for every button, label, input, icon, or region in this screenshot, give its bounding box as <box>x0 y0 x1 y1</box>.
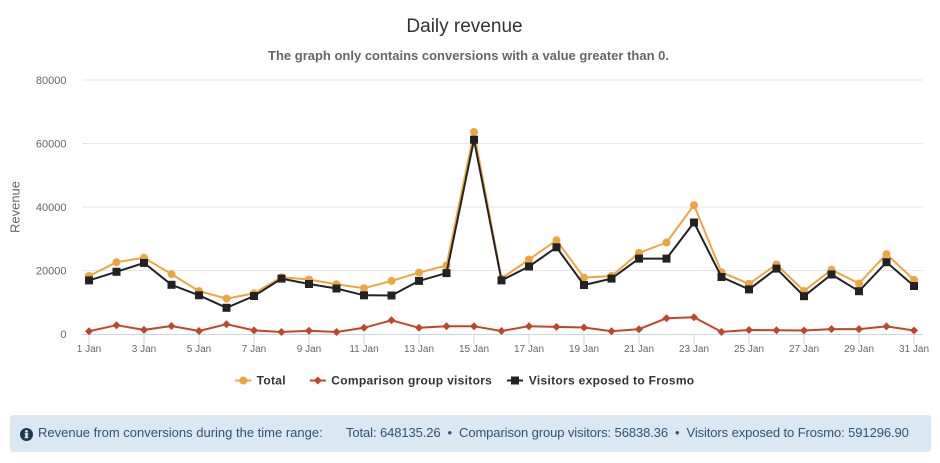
svg-text:Comparison group visitors: Comparison group visitors <box>331 374 492 388</box>
svg-text:3 Jan: 3 Jan <box>132 344 156 355</box>
svg-text:13 Jan: 13 Jan <box>404 344 434 355</box>
svg-text:Revenue: Revenue <box>8 181 23 233</box>
svg-text:17 Jan: 17 Jan <box>514 344 544 355</box>
svg-text:20000: 20000 <box>36 266 67 278</box>
svg-text:7 Jan: 7 Jan <box>242 344 266 355</box>
svg-text:27 Jan: 27 Jan <box>789 344 819 355</box>
svg-text:1 Jan: 1 Jan <box>77 344 101 355</box>
svg-text:60000: 60000 <box>36 139 67 151</box>
svg-text:40000: 40000 <box>36 202 67 214</box>
svg-text:0: 0 <box>60 329 66 341</box>
svg-text:11 Jan: 11 Jan <box>349 344 378 355</box>
svg-text:31 Jan: 31 Jan <box>899 344 929 355</box>
svg-text:23 Jan: 23 Jan <box>679 344 709 355</box>
svg-text:Visitors exposed to Frosmo: Visitors exposed to Frosmo <box>529 374 695 388</box>
svg-text:9 Jan: 9 Jan <box>297 344 321 355</box>
svg-text:5 Jan: 5 Jan <box>187 344 211 355</box>
svg-text:19 Jan: 19 Jan <box>569 344 599 355</box>
svg-text:Total: Total <box>257 374 286 388</box>
svg-text:80000: 80000 <box>36 75 67 87</box>
svg-text:29 Jan: 29 Jan <box>844 344 874 355</box>
svg-text:25 Jan: 25 Jan <box>734 344 764 355</box>
svg-text:21 Jan: 21 Jan <box>624 344 654 355</box>
svg-text:15 Jan: 15 Jan <box>459 344 489 355</box>
